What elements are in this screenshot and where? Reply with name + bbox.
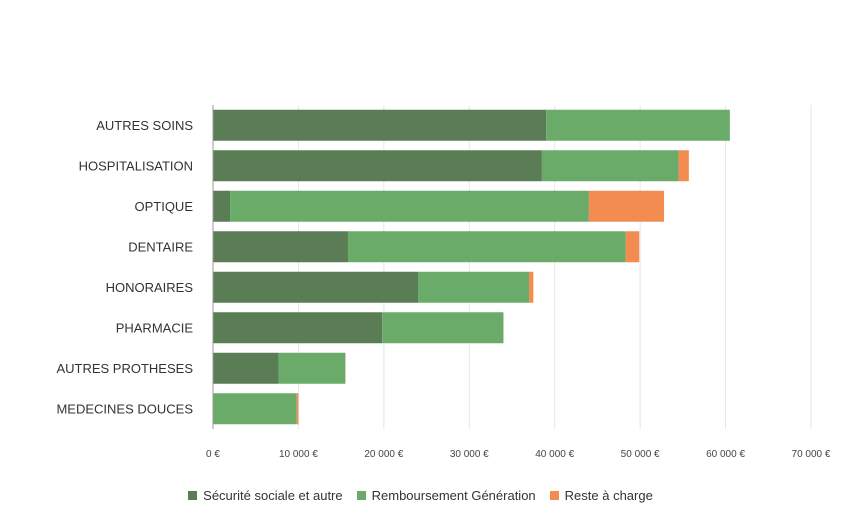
- x-tick-label: 40 000 €: [535, 449, 574, 460]
- legend-label: Sécurité sociale et autre: [203, 488, 343, 503]
- category-label: HONORAIRES: [106, 280, 194, 295]
- bar-segment: [213, 271, 419, 303]
- bar-segment: [213, 352, 279, 384]
- bar-segment: [213, 190, 231, 222]
- legend-label: Reste à charge: [564, 488, 653, 503]
- bars-group: [213, 109, 730, 425]
- category-label: DENTAIRE: [128, 239, 193, 254]
- category-label: HOSPITALISATION: [79, 158, 193, 173]
- legend-item-remboursement-generation: Remboursement Génération: [356, 488, 536, 503]
- category-label: AUTRES PROTHESES: [56, 361, 193, 376]
- legend-swatch: [549, 491, 559, 500]
- bar-segment: [213, 393, 297, 425]
- x-tick-label: 0 €: [206, 449, 220, 460]
- x-tick-label: 10 000 €: [279, 449, 318, 460]
- category-labels: AUTRES SOINS HOSPITALISATION OPTIQUE DENTAI…: [56, 118, 193, 417]
- legend-label: Remboursement Génération: [371, 488, 536, 503]
- bar-segment: [541, 150, 679, 182]
- bar-segment: [296, 393, 299, 425]
- category-label: PHARMACIE: [116, 320, 194, 335]
- bar-segment: [678, 150, 689, 182]
- category-label: OPTIQUE: [134, 199, 193, 214]
- x-tick-label: 70 000 €: [792, 449, 831, 460]
- bar-segment: [529, 271, 534, 303]
- x-tick-label: 50 000 €: [621, 449, 660, 460]
- bar-segment: [230, 190, 589, 222]
- legend-swatch: [356, 491, 366, 500]
- stacked-bar-chart: AUTRES SOINS HOSPITALISATION OPTIQUE DENTAI…: [56, 105, 831, 460]
- bar-segment: [546, 109, 730, 141]
- bar-segment: [625, 231, 640, 263]
- legend: Sécurité sociale et autre Remboursement …: [0, 488, 841, 503]
- bar-segment: [588, 190, 665, 222]
- legend-item-reste-a-charge: Reste à charge: [549, 488, 653, 503]
- x-tick-label: 30 000 €: [450, 449, 489, 460]
- bar-segment: [382, 312, 504, 344]
- category-label: AUTRES SOINS: [96, 118, 193, 133]
- legend-swatch: [188, 491, 198, 500]
- legend-item-securite-sociale: Sécurité sociale et autre: [188, 488, 343, 503]
- bar-segment: [278, 352, 346, 384]
- bar-segment: [213, 312, 383, 344]
- x-tick-labels: 0 € 10 000 € 20 000 € 30 000 € 40 000 € 50 00…: [206, 449, 831, 460]
- bar-segment: [213, 150, 542, 182]
- bar-segment: [347, 231, 626, 263]
- bar-segment: [213, 109, 547, 141]
- bar-segment: [213, 231, 348, 263]
- x-tick-label: 20 000 €: [364, 449, 403, 460]
- category-label: MEDECINES DOUCES: [56, 401, 193, 416]
- bar-segment: [418, 271, 530, 303]
- x-tick-label: 60 000 €: [706, 449, 745, 460]
